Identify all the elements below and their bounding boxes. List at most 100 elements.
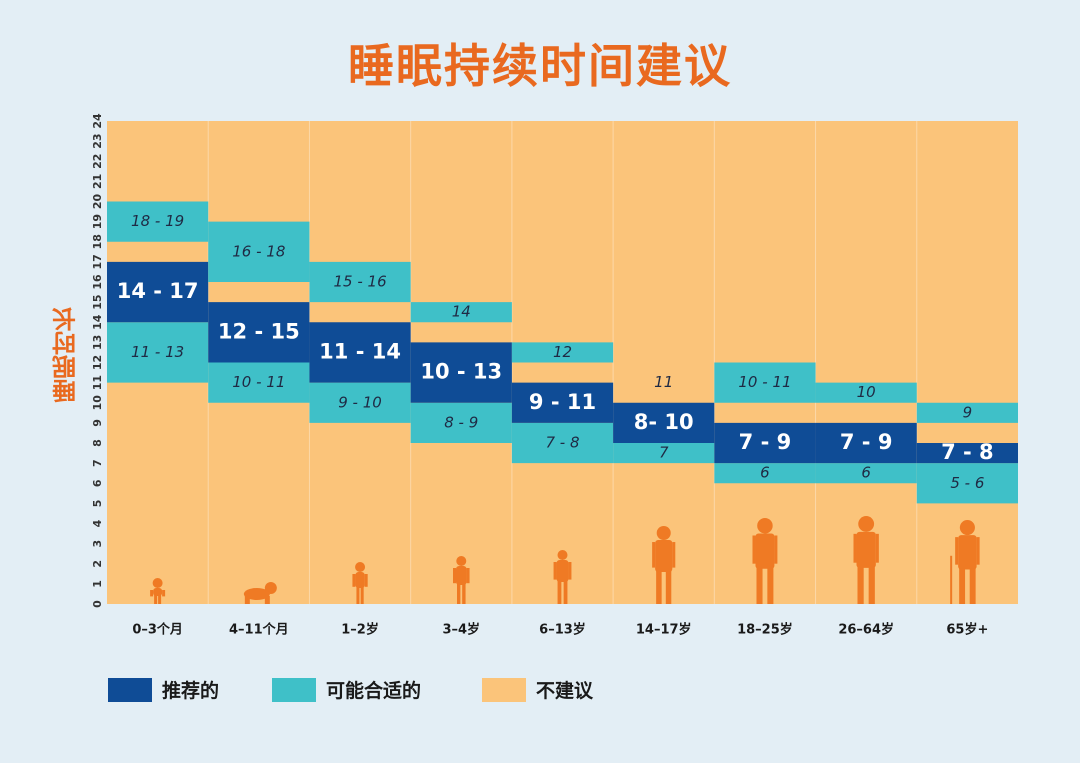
label-recommended: 9 - 11: [529, 390, 596, 414]
x-tick-label: 18–25岁: [737, 622, 793, 638]
label-may-be-appropriate-lower: 11 - 13: [131, 343, 184, 361]
y-tick-label: 19: [91, 214, 104, 229]
label-recommended: 7 - 8: [941, 440, 994, 464]
young-adult-icon: [752, 518, 778, 604]
bar-may-be-appropriate-lower: [410, 402, 512, 443]
bar-recommended: [410, 342, 512, 403]
label-recommended: 12 - 15: [218, 319, 300, 343]
sleep-chart: 0123456789101112131415161718192021222324…: [91, 113, 1018, 638]
y-tick-label: 4: [91, 519, 104, 527]
label-may-be-appropriate-lower: 6: [861, 464, 871, 482]
label-may-be-appropriate-lower: 6: [760, 464, 770, 482]
bar-recommended: [815, 422, 917, 464]
x-tick-label: 26–64岁: [838, 622, 894, 638]
y-tick-label: 8: [91, 439, 104, 447]
toddler-icon: [352, 562, 368, 604]
x-tick-label: 65岁+: [946, 622, 988, 638]
label-may-be-appropriate-lower: 8 - 9: [444, 413, 478, 431]
x-tick-label: 3–4岁: [442, 622, 480, 638]
crawling-baby-icon: [243, 582, 277, 604]
y-tick-label: 23: [91, 133, 104, 148]
y-tick-label: 21: [91, 174, 104, 189]
bar-recommended: [916, 443, 1018, 464]
y-tick-label: 16: [91, 274, 104, 290]
y-tick-label: 24: [91, 113, 104, 129]
bar-may-be-appropriate-lower: [309, 382, 411, 423]
label-recommended: 7 - 9: [739, 430, 792, 454]
y-tick-label: 14: [91, 314, 104, 330]
label-may-be-appropriate-upper: 10: [857, 383, 876, 401]
label-may-be-appropriate-upper: 12: [553, 343, 572, 361]
y-tick-label: 5: [91, 500, 104, 508]
label-may-be-appropriate-lower: 10 - 11: [232, 373, 285, 391]
child-icon: [553, 550, 572, 604]
bar-may-be-appropriate-upper: [714, 362, 816, 403]
x-tick-label: 14–17岁: [636, 622, 692, 638]
bar-recommended: [511, 382, 614, 423]
bar-may-be-appropriate-upper: [815, 382, 917, 403]
y-tick-label: 17: [91, 254, 104, 269]
legend-item-may-be-appropriate: 可能合适的: [272, 676, 421, 703]
legend-item-recommended: 推荐的: [108, 676, 219, 703]
y-tick-label: 22: [91, 154, 104, 169]
bar-recommended: [208, 302, 310, 363]
legend: 推荐的 可能合适的 不建议: [0, 676, 1080, 706]
bar-may-be-appropriate-lower: [613, 443, 715, 464]
label-recommended: 7 - 9: [840, 430, 893, 454]
y-tick-label: 10: [91, 395, 104, 411]
bar-may-be-appropriate-upper: [309, 261, 411, 303]
bar-may-be-appropriate-upper: [208, 221, 310, 282]
bar-recommended: [107, 261, 209, 323]
label-recommended: 14 - 17: [117, 279, 199, 303]
y-tick-label: 7: [91, 459, 104, 467]
y-tick-label: 3: [91, 540, 104, 548]
y-tick-label: 15: [91, 294, 104, 309]
legend-item-not-recommended: 不建议: [482, 676, 593, 703]
bar-may-be-appropriate-lower: [208, 362, 310, 403]
legend-swatch-may-be-appropriate: [272, 677, 316, 702]
y-tick-label: 9: [91, 419, 104, 427]
bar-may-be-appropriate-lower: [916, 463, 1018, 504]
x-tick-label: 6–13岁: [539, 622, 586, 638]
infant-icon: [150, 578, 166, 604]
label-may-be-appropriate-upper: 15 - 16: [333, 273, 386, 291]
y-tick-label: 11: [91, 375, 104, 390]
label-may-be-appropriate-lower: 7: [659, 444, 669, 462]
y-tick-label: 18: [91, 234, 104, 249]
bar-may-be-appropriate-upper: [916, 402, 1018, 423]
bar-may-be-appropriate-upper: [410, 302, 512, 323]
label-may-be-appropriate-upper: 18 - 19: [131, 212, 184, 230]
bar-recommended: [613, 402, 715, 443]
label-recommended: 10 - 13: [420, 360, 502, 384]
label-recommended: 8- 10: [634, 410, 694, 434]
label-may-be-appropriate-upper: 11: [654, 373, 673, 391]
bar-may-be-appropriate-upper: [107, 201, 209, 242]
y-tick-label: 6: [91, 479, 104, 487]
x-tick-label: 1–2岁: [341, 622, 379, 638]
y-tick-label: 13: [91, 335, 104, 350]
bar-may-be-appropriate-upper: [511, 342, 614, 363]
bar-may-be-appropriate-lower: [107, 322, 209, 383]
label-may-be-appropriate-lower: 7 - 8: [545, 434, 579, 452]
bar-recommended: [309, 322, 411, 383]
legend-label-recommended: 推荐的: [162, 680, 220, 702]
bar-may-be-appropriate-lower: [815, 463, 917, 484]
label-may-be-appropriate-lower: 5 - 6: [950, 474, 984, 492]
legend-swatch-recommended: [108, 677, 152, 702]
label-may-be-appropriate-upper: 14: [452, 303, 471, 321]
legend-swatch-not-recommended: [482, 677, 526, 702]
y-tick-label: 0: [91, 600, 104, 608]
label-may-be-appropriate-upper: 9: [963, 403, 973, 421]
adult-icon: [853, 516, 879, 604]
legend-label-may-be-appropriate: 可能合适的: [326, 680, 422, 702]
chart-title: 睡眠持续时间建议: [348, 39, 732, 93]
label-may-be-appropriate-upper: 10 - 11: [738, 373, 791, 391]
teen-icon: [652, 526, 676, 604]
y-tick-label: 1: [91, 580, 104, 588]
bar-recommended: [714, 422, 816, 464]
y-tick-label: 20: [91, 194, 104, 210]
bar-may-be-appropriate-lower: [511, 422, 614, 464]
senior-with-cane-icon: [950, 520, 980, 604]
legend-label-not-recommended: 不建议: [536, 680, 594, 702]
